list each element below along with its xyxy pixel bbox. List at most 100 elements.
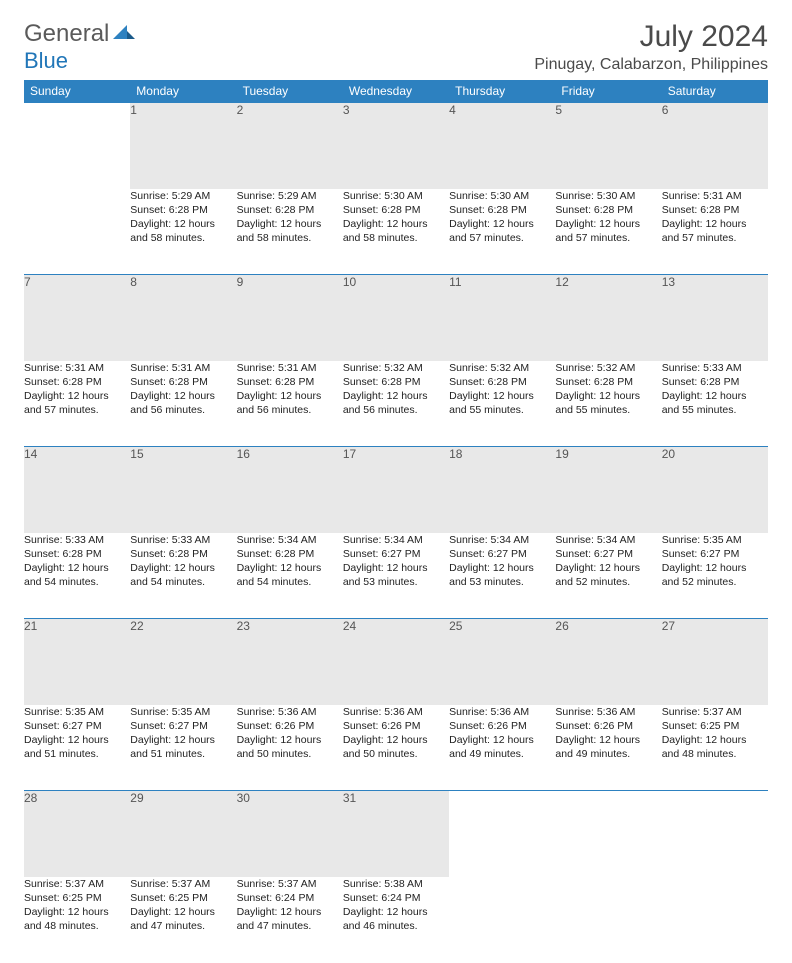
logo-text-general: General <box>24 20 109 48</box>
content-row: Sunrise: 5:31 AMSunset: 6:28 PMDaylight:… <box>24 361 768 447</box>
weekday-header: Saturday <box>662 80 768 103</box>
day-content-cell <box>662 877 768 963</box>
day1-text: Daylight: 12 hours <box>449 561 555 575</box>
day-number-cell: 12 <box>555 275 661 361</box>
day1-text: Daylight: 12 hours <box>662 217 768 231</box>
day-content-cell: Sunrise: 5:34 AMSunset: 6:27 PMDaylight:… <box>449 533 555 619</box>
day-number: 4 <box>449 103 456 117</box>
day-number-cell: 3 <box>343 103 449 189</box>
day1-text: Daylight: 12 hours <box>237 905 343 919</box>
day1-text: Daylight: 12 hours <box>555 217 661 231</box>
sunset-text: Sunset: 6:28 PM <box>555 375 661 389</box>
sunrise-text: Sunrise: 5:37 AM <box>24 877 130 891</box>
day2-text: and 58 minutes. <box>343 231 449 245</box>
day-number: 23 <box>237 619 250 633</box>
day1-text: Daylight: 12 hours <box>662 561 768 575</box>
day2-text: and 47 minutes. <box>237 919 343 933</box>
day-content-cell <box>24 189 130 275</box>
day-content-cell: Sunrise: 5:36 AMSunset: 6:26 PMDaylight:… <box>343 705 449 791</box>
day-number: 19 <box>555 447 568 461</box>
day-content-cell: Sunrise: 5:30 AMSunset: 6:28 PMDaylight:… <box>555 189 661 275</box>
day-number-cell: 8 <box>130 275 236 361</box>
day-number-cell: 15 <box>130 447 236 533</box>
day2-text: and 55 minutes. <box>449 403 555 417</box>
day-number: 6 <box>662 103 669 117</box>
sunrise-text: Sunrise: 5:30 AM <box>343 189 449 203</box>
day1-text: Daylight: 12 hours <box>555 389 661 403</box>
calendar-body: 123456Sunrise: 5:29 AMSunset: 6:28 PMDay… <box>24 103 768 963</box>
weekday-header: Wednesday <box>343 80 449 103</box>
day-number-cell: 19 <box>555 447 661 533</box>
day-content-cell: Sunrise: 5:36 AMSunset: 6:26 PMDaylight:… <box>555 705 661 791</box>
logo-text-blue: Blue <box>24 48 68 73</box>
day1-text: Daylight: 12 hours <box>24 561 130 575</box>
logo-blue-wrapper: Blue <box>24 48 68 74</box>
sunrise-text: Sunrise: 5:32 AM <box>343 361 449 375</box>
day1-text: Daylight: 12 hours <box>237 217 343 231</box>
sunset-text: Sunset: 6:28 PM <box>130 375 236 389</box>
header: General July 2024 Pinugay, Calabarzon, P… <box>24 20 768 74</box>
day-number-cell: 10 <box>343 275 449 361</box>
day-number-cell: 31 <box>343 791 449 877</box>
sunset-text: Sunset: 6:25 PM <box>24 891 130 905</box>
day-content-cell: Sunrise: 5:33 AMSunset: 6:28 PMDaylight:… <box>662 361 768 447</box>
day-content-cell: Sunrise: 5:30 AMSunset: 6:28 PMDaylight:… <box>343 189 449 275</box>
day2-text: and 57 minutes. <box>555 231 661 245</box>
day1-text: Daylight: 12 hours <box>555 733 661 747</box>
day2-text: and 57 minutes. <box>662 231 768 245</box>
day-number: 17 <box>343 447 356 461</box>
sunset-text: Sunset: 6:28 PM <box>237 375 343 389</box>
sunrise-text: Sunrise: 5:30 AM <box>555 189 661 203</box>
sunrise-text: Sunrise: 5:37 AM <box>662 705 768 719</box>
day-content-cell: Sunrise: 5:29 AMSunset: 6:28 PMDaylight:… <box>237 189 343 275</box>
logo-triangle-icon <box>113 23 135 46</box>
day2-text: and 51 minutes. <box>130 747 236 761</box>
sunrise-text: Sunrise: 5:30 AM <box>449 189 555 203</box>
day-number-cell: 27 <box>662 619 768 705</box>
day2-text: and 52 minutes. <box>662 575 768 589</box>
day2-text: and 51 minutes. <box>24 747 130 761</box>
day-content-cell: Sunrise: 5:35 AMSunset: 6:27 PMDaylight:… <box>130 705 236 791</box>
sunset-text: Sunset: 6:28 PM <box>130 547 236 561</box>
day1-text: Daylight: 12 hours <box>130 561 236 575</box>
day-number: 14 <box>24 447 37 461</box>
day-content-cell: Sunrise: 5:31 AMSunset: 6:28 PMDaylight:… <box>237 361 343 447</box>
day-content-cell: Sunrise: 5:36 AMSunset: 6:26 PMDaylight:… <box>449 705 555 791</box>
sunrise-text: Sunrise: 5:31 AM <box>237 361 343 375</box>
day-number-cell: 11 <box>449 275 555 361</box>
sunrise-text: Sunrise: 5:36 AM <box>343 705 449 719</box>
day-number-cell: 25 <box>449 619 555 705</box>
day-content-cell <box>555 877 661 963</box>
location-text: Pinugay, Calabarzon, Philippines <box>534 56 768 74</box>
day-content-cell: Sunrise: 5:32 AMSunset: 6:28 PMDaylight:… <box>449 361 555 447</box>
sunrise-text: Sunrise: 5:31 AM <box>130 361 236 375</box>
content-row: Sunrise: 5:37 AMSunset: 6:25 PM Daylight:… <box>24 877 768 963</box>
sunset-text: Sunset: 6:28 PM <box>555 203 661 217</box>
day-number-cell: 26 <box>555 619 661 705</box>
daynum-row: 14151617181920 <box>24 447 768 533</box>
day-content-cell: Sunrise: 5:37 AMSunset: 6:25 PMDaylight:… <box>662 705 768 791</box>
weekday-header: Thursday <box>449 80 555 103</box>
day-number: 9 <box>237 275 244 289</box>
day-number-cell: 16 <box>237 447 343 533</box>
day-number-cell: 17 <box>343 447 449 533</box>
day-content-cell: Sunrise: 5:36 AMSunset: 6:26 PMDaylight:… <box>237 705 343 791</box>
day-number-cell <box>555 791 661 877</box>
sunset-text: Sunset: 6:26 PM <box>449 719 555 733</box>
day-content-cell: Sunrise: 5:38 AMSunset: 6:24 PMDaylight:… <box>343 877 449 963</box>
day1-text: Daylight: 12 hours <box>237 733 343 747</box>
day1-text: Daylight: 12 hours <box>130 389 236 403</box>
sunset-text: Sunset: 6:28 PM <box>130 203 236 217</box>
sunrise-text: Sunrise: 5:37 AM <box>130 877 236 891</box>
sunset-text: Sunset: 6:26 PM <box>237 719 343 733</box>
sunrise-text: Sunrise: 5:35 AM <box>24 705 130 719</box>
day-content-cell: Sunrise: 5:30 AMSunset: 6:28 PMDaylight:… <box>449 189 555 275</box>
day-number: 3 <box>343 103 350 117</box>
day-number-cell: 14 <box>24 447 130 533</box>
sunset-text: Sunset: 6:24 PM <box>237 891 343 905</box>
daynum-row: 78910111213 <box>24 275 768 361</box>
day-number: 16 <box>237 447 250 461</box>
day-content-cell: Sunrise: 5:34 AMSunset: 6:27 PMDaylight:… <box>555 533 661 619</box>
sunset-text: Sunset: 6:27 PM <box>130 719 236 733</box>
weekday-header: Tuesday <box>237 80 343 103</box>
